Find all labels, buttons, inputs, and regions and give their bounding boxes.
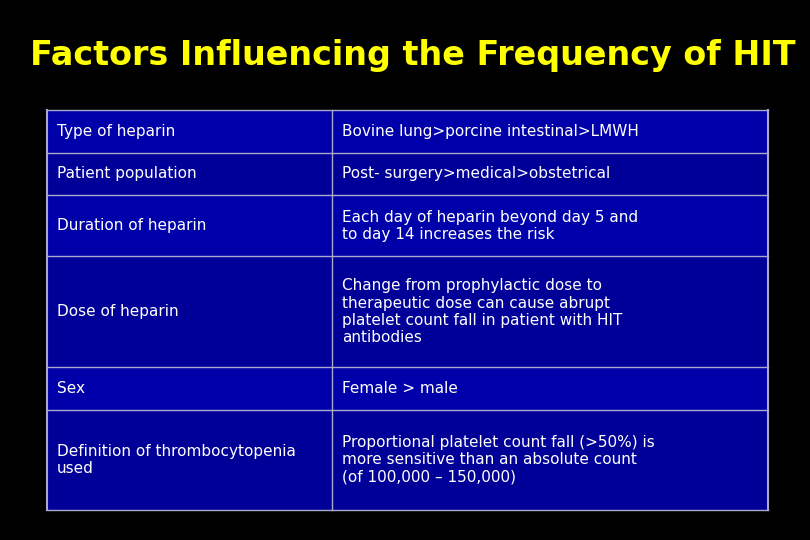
Bar (47, 410, 768, 510)
Bar (47, 195, 768, 256)
Text: Duration of heparin: Duration of heparin (57, 218, 207, 233)
Text: Type of heparin: Type of heparin (57, 124, 175, 139)
Text: Change from prophylactic dose to
therapeutic dose can cause abrupt
platelet coun: Change from prophylactic dose to therape… (342, 278, 622, 346)
Bar (47, 110, 768, 153)
Text: Dose of heparin: Dose of heparin (57, 305, 179, 319)
Text: Female > male: Female > male (342, 381, 458, 396)
Bar (47, 256, 768, 367)
Text: Definition of thrombocytopenia
used: Definition of thrombocytopenia used (57, 444, 296, 476)
Text: Post- surgery>medical>obstetrical: Post- surgery>medical>obstetrical (342, 166, 610, 181)
Text: Proportional platelet count fall (>50%) is
more sensitive than an absolute count: Proportional platelet count fall (>50%) … (342, 435, 654, 485)
Text: Each day of heparin beyond day 5 and
to day 14 increases the risk: Each day of heparin beyond day 5 and to … (342, 210, 638, 242)
Bar (47, 367, 768, 410)
Bar (47, 110, 768, 510)
Text: Bovine lung>porcine intestinal>LMWH: Bovine lung>porcine intestinal>LMWH (342, 124, 638, 139)
Bar (47, 153, 768, 195)
Text: Sex: Sex (57, 381, 85, 396)
Text: Patient population: Patient population (57, 166, 197, 181)
Text: Factors Influencing the Frequency of HIT: Factors Influencing the Frequency of HIT (30, 38, 795, 71)
